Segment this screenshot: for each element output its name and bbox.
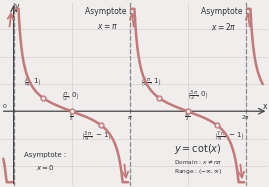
Text: x: x xyxy=(263,102,268,111)
Text: $\frac{3\pi}{2}$: $\frac{3\pi}{2}$ xyxy=(184,112,191,123)
Text: Domain : $x\neq n\pi$: Domain : $x\neq n\pi$ xyxy=(174,158,222,166)
Text: $2\pi$: $2\pi$ xyxy=(241,113,250,121)
Text: $\left(\frac{5\pi}{4},1\right)$: $\left(\frac{5\pi}{4},1\right)$ xyxy=(140,76,162,90)
Text: 0: 0 xyxy=(3,104,7,109)
Text: $\left(\frac{3\pi}{2},0\right)$: $\left(\frac{3\pi}{2},0\right)$ xyxy=(187,89,209,103)
Text: $\left(\frac{\pi}{2},0\right)$: $\left(\frac{\pi}{2},0\right)$ xyxy=(61,90,80,103)
Text: Asymptote :: Asymptote : xyxy=(84,7,131,16)
Text: $\frac{\pi}{2}$: $\frac{\pi}{2}$ xyxy=(69,113,74,123)
Text: $x=\pi$: $x=\pi$ xyxy=(97,22,118,31)
Text: $y=\cot(x)$: $y=\cot(x)$ xyxy=(174,142,222,157)
Text: $\left(\frac{3\pi}{4},-1\right)$: $\left(\frac{3\pi}{4},-1\right)$ xyxy=(81,130,112,144)
Text: Range : $(-\infty,\infty)$: Range : $(-\infty,\infty)$ xyxy=(174,167,222,176)
Text: $\pi$: $\pi$ xyxy=(127,114,133,121)
Text: $\left(\frac{7\pi}{4},-1\right)$: $\left(\frac{7\pi}{4},-1\right)$ xyxy=(214,130,245,144)
Text: Asymptote :: Asymptote : xyxy=(24,152,66,158)
Text: Asymptote :: Asymptote : xyxy=(201,7,247,16)
Text: $\left(\frac{\pi}{4},1\right)$: $\left(\frac{\pi}{4},1\right)$ xyxy=(23,76,42,89)
Text: $x=2\pi$: $x=2\pi$ xyxy=(211,21,237,32)
Text: y: y xyxy=(15,2,20,11)
Text: $x=0$: $x=0$ xyxy=(36,163,54,172)
